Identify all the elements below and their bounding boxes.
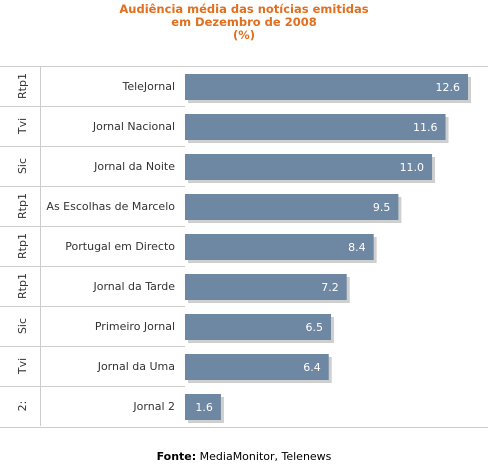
channel-label: Sic	[16, 318, 29, 334]
category-label: TeleJornal	[121, 80, 175, 93]
bar	[185, 234, 374, 260]
channel-label: 2:	[16, 401, 29, 412]
bar-value-label: 11.0	[400, 161, 425, 174]
bar-value-label: 1.6	[195, 401, 213, 414]
bar-value-label: 11.6	[413, 121, 438, 134]
bar-value-label: 6.5	[305, 321, 323, 334]
category-label: As Escolhas de Marcelo	[46, 200, 175, 213]
source-text: MediaMonitor, Telenews	[196, 450, 332, 463]
category-label: Jornal da Uma	[97, 360, 175, 373]
channel-label: Rtp1	[16, 233, 29, 259]
bar	[185, 354, 329, 380]
category-label: Primeiro Jornal	[95, 320, 175, 333]
bar	[185, 114, 446, 140]
chart-title-line-3: (%)	[232, 28, 256, 42]
category-label: Portugal em Directo	[65, 240, 175, 253]
channel-label: Rtp1	[16, 273, 29, 299]
bar	[185, 274, 347, 300]
bar-value-label: 7.2	[321, 281, 339, 294]
chart-title: Audiência média das notícias emitidas em…	[0, 3, 488, 42]
category-label: Jornal da Noite	[93, 160, 175, 173]
chart-title-line-1: Audiência média das notícias emitidas	[119, 2, 369, 16]
bar	[185, 154, 433, 180]
channel-label: Rtp1	[16, 73, 29, 99]
bar-value-label: 9.5	[373, 201, 391, 214]
channel-label: Rtp1	[16, 193, 29, 219]
chart-frame	[0, 66, 488, 428]
bar	[185, 194, 399, 220]
category-label: Jornal da Tarde	[92, 280, 175, 293]
channel-label: Tvi	[16, 358, 29, 375]
bar	[185, 74, 468, 100]
bar-value-label: 8.4	[348, 241, 366, 254]
channel-label: Sic	[16, 158, 29, 174]
source-note: Fonte: MediaMonitor, Telenews	[0, 450, 488, 463]
category-label: Jornal 2	[132, 400, 175, 413]
bar-value-label: 12.6	[436, 81, 461, 94]
bar	[185, 394, 221, 420]
bar	[185, 314, 331, 340]
source-label: Fonte:	[156, 450, 197, 463]
category-label: Jornal Nacional	[92, 120, 175, 133]
bar-value-label: 6.4	[303, 361, 321, 374]
chart-title-line-2: em Dezembro de 2008	[171, 15, 317, 29]
channel-label: Tvi	[16, 118, 29, 135]
